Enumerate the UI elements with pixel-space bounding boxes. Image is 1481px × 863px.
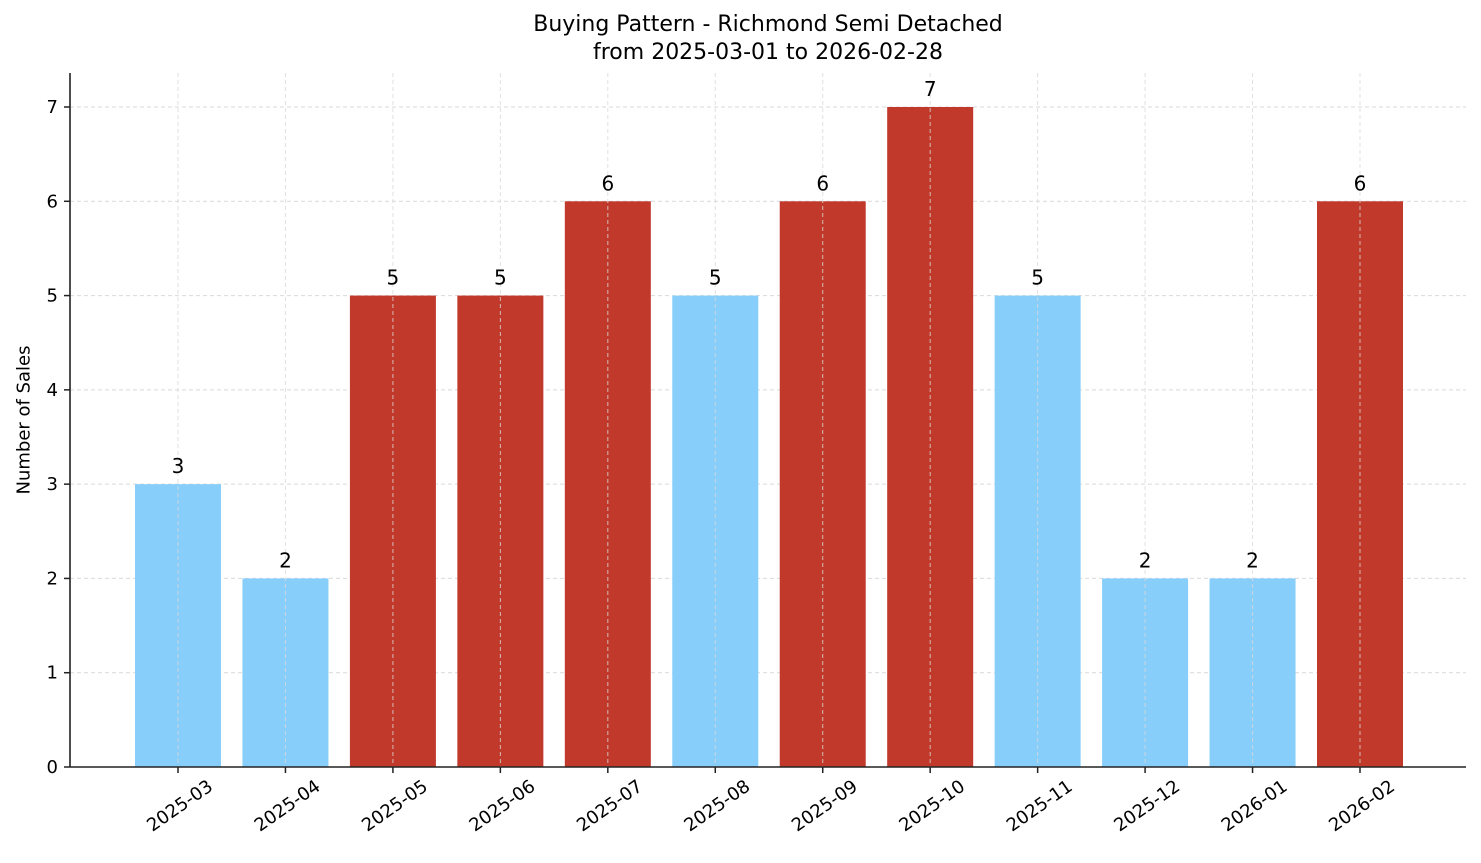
x-tick-label: 2025-12	[1110, 776, 1184, 836]
x-tick-label: 2025-06	[466, 776, 540, 836]
x-tick-label: 2026-01	[1218, 776, 1292, 836]
bar-2026-02	[1317, 201, 1403, 768]
chart-title: Buying Pattern - Richmond Semi Detached	[533, 12, 1003, 37]
x-tick-label: 2026-02	[1325, 776, 1399, 836]
bar-value-label: 7	[924, 77, 937, 101]
axes	[69, 73, 1466, 768]
bar-value-label: 5	[709, 266, 722, 290]
bar-2025-04	[242, 578, 329, 767]
y-tick-label: 0	[47, 757, 58, 778]
x-axis-ticks: 2025-03 2025-04 2025-05 2025-06 2025-07 2025-…	[143, 767, 1399, 836]
x-tick-label: 2025-05	[358, 776, 432, 836]
bar-2025-07	[564, 201, 651, 768]
bar-value-label: 3	[172, 454, 185, 478]
bar-value-label: 2	[1139, 548, 1152, 572]
chart-subtitle: from 2025-03-01 to 2026-02-28	[593, 40, 943, 65]
y-tick-label: 1	[47, 663, 58, 684]
x-tick-label: 2025-07	[573, 776, 647, 836]
x-tick-label: 2025-11	[1003, 776, 1077, 836]
y-tick-label: 3	[47, 474, 58, 495]
x-tick-label: 2025-03	[143, 776, 217, 836]
y-tick-label: 5	[47, 286, 58, 307]
y-axis-ticks: 0 1 2 3 4 5 6 7	[47, 97, 70, 778]
bar-value-label: 2	[279, 548, 292, 572]
bar-value-label: 5	[387, 266, 400, 290]
x-tick-label: 2025-04	[251, 776, 325, 836]
y-tick-label: 4	[47, 380, 58, 401]
bar-value-label: 2	[1246, 548, 1259, 572]
x-tick-label: 2025-08	[680, 776, 754, 836]
x-tick-label: 2025-09	[788, 776, 862, 836]
bars	[135, 107, 1403, 768]
y-tick-label: 6	[47, 191, 58, 212]
vertical-grid-lines	[177, 73, 1361, 767]
bar-value-labels: 3 2 5 5 6 5 6 7 5 2 2 6	[172, 77, 1367, 572]
x-tick-label: 2025-10	[895, 776, 969, 836]
bar-2025-12	[1102, 578, 1189, 767]
y-tick-label: 2	[47, 568, 58, 589]
bar-value-label: 5	[1031, 266, 1044, 290]
bar-value-label: 6	[601, 171, 614, 195]
y-tick-label: 7	[47, 97, 58, 118]
bar-value-label: 6	[816, 171, 829, 195]
bar-value-label: 5	[494, 266, 507, 290]
bar-value-label: 6	[1354, 171, 1367, 195]
bar-2025-09	[779, 201, 866, 768]
bar-2026-01	[1209, 578, 1296, 767]
